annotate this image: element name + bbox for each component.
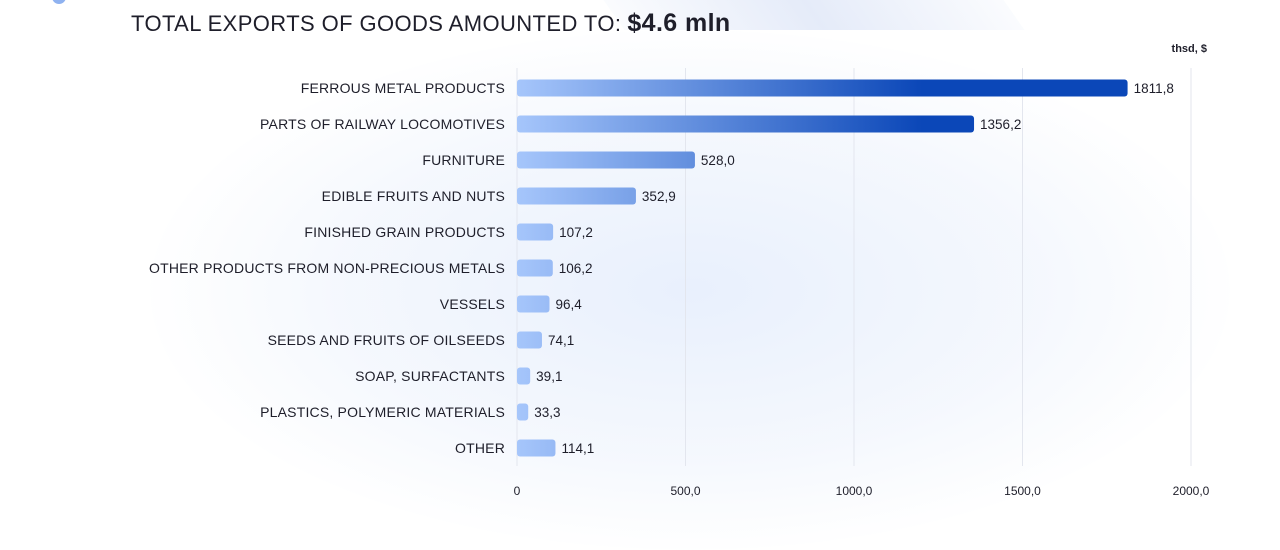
bar (517, 151, 695, 169)
bar (517, 79, 1128, 97)
bar (517, 331, 542, 349)
value-label: 107,2 (559, 225, 593, 240)
bar (517, 367, 531, 385)
value-label: 74,1 (548, 333, 574, 348)
bar-chart: 0 500,0 1000,0 1500,0 2000,0 FERROUS METAL PR… (149, 68, 1210, 498)
x-tick-label: 0 (514, 484, 521, 498)
category-label: FINISHED GRAIN PRODUCTS (304, 224, 505, 240)
title-text: TOTAL EXPORTS OF GOODS AMOUNTED TO: (131, 11, 622, 36)
value-label: 33,3 (534, 405, 560, 420)
category-label: FERROUS METAL PRODUCTS (301, 80, 505, 96)
value-label: 528,0 (701, 153, 735, 168)
bar (517, 115, 975, 133)
category-label: OTHER PRODUCTS FROM NON-PRECIOUS METALS (149, 260, 505, 276)
bar (517, 223, 554, 241)
category-label: VESSELS (440, 296, 505, 312)
x-tick-label: 2000,0 (1173, 484, 1210, 498)
category-label: FURNITURE (422, 152, 505, 168)
category-label: SEEDS AND FRUITS OF OILSEEDS (268, 332, 505, 348)
value-label: 106,2 (559, 261, 593, 276)
value-label: 1356,2 (980, 117, 1021, 132)
bar (517, 403, 529, 421)
x-tick-label: 1500,0 (1004, 484, 1041, 498)
bar (517, 187, 636, 205)
category-label: SOAP, SURFACTANTS (355, 368, 505, 384)
category-label: OTHER (455, 440, 505, 456)
category-label: PLASTICS, POLYMERIC MATERIALS (260, 404, 505, 420)
value-label: 96,4 (555, 297, 582, 312)
x-tick-label: 1000,0 (836, 484, 873, 498)
chart-title: TOTAL EXPORTS OF GOODS AMOUNTED TO: $4.6 … (131, 9, 731, 38)
bar (517, 439, 556, 457)
category-label: PARTS OF RAILWAY LOCOMOTIVES (260, 116, 505, 132)
unit-label: thsd, $ (1171, 43, 1207, 55)
value-label: 1811,8 (1134, 81, 1174, 96)
value-label: 114,1 (561, 441, 594, 456)
category-label: EDIBLE FRUITS AND NUTS (322, 188, 505, 204)
value-label: 352,9 (642, 189, 676, 204)
x-tick-label: 500,0 (670, 484, 700, 498)
bar (517, 295, 550, 313)
value-label: 39,1 (536, 369, 562, 384)
title-value: $4.6 mln (627, 9, 731, 37)
logo-mark (52, 0, 66, 4)
bar (517, 259, 553, 277)
